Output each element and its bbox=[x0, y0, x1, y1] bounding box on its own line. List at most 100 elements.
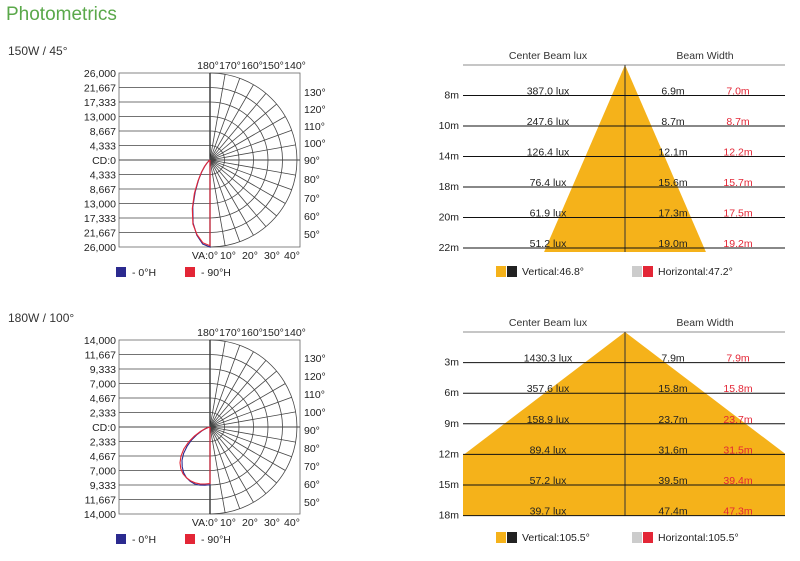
polar-radial-line bbox=[209, 411, 296, 428]
legend-swatch bbox=[116, 534, 126, 544]
angle-label-right: 80° bbox=[304, 174, 320, 186]
polar-radial-line bbox=[209, 74, 226, 161]
legend-vertical: Vertical:46.8° bbox=[522, 266, 584, 278]
angle-label-bottom: 20° bbox=[242, 250, 258, 262]
polar-radial-line bbox=[209, 93, 267, 161]
header-beam-width: Beam Width bbox=[676, 50, 733, 62]
angle-label-right: 80° bbox=[304, 443, 320, 455]
lux-value: 39.7 lux bbox=[530, 506, 568, 518]
vertical-width-value: 47.4m bbox=[658, 506, 687, 518]
polar-radial-line bbox=[209, 341, 226, 428]
polar-radial-line bbox=[209, 345, 241, 428]
polar-radial-line bbox=[209, 159, 226, 246]
legend-swatch-red bbox=[643, 266, 653, 277]
angle-label-bottom: VA:0° bbox=[192, 517, 218, 529]
horizontal-width-value: 19.2m bbox=[723, 238, 752, 250]
polar-radial-line bbox=[209, 159, 267, 227]
angle-label-bottom: 40° bbox=[284, 517, 300, 529]
vertical-width-value: 15.8m bbox=[658, 383, 687, 395]
lux-value: 357.6 lux bbox=[527, 383, 570, 395]
angle-label-right: 90° bbox=[304, 155, 320, 167]
polar-radial-line bbox=[209, 426, 241, 509]
angle-label-top: 160° bbox=[241, 60, 263, 72]
cd-tick-label: 2,333 bbox=[90, 408, 116, 420]
legend-swatch-dark bbox=[507, 532, 517, 543]
angle-label-bottom: 10° bbox=[220, 517, 236, 529]
polar-radial-line bbox=[209, 129, 292, 161]
angle-label-bottom: VA:0° bbox=[192, 250, 218, 262]
legend-swatch-dark bbox=[507, 266, 517, 277]
polar-radial-line bbox=[209, 360, 267, 428]
vertical-width-value: 6.9m bbox=[661, 86, 685, 98]
horizontal-width-value: 39.4m bbox=[723, 475, 752, 487]
curve-90h bbox=[191, 159, 211, 247]
polar-radial-line bbox=[209, 426, 292, 458]
polar-radial-line bbox=[209, 426, 267, 494]
angle-label-right: 110° bbox=[304, 389, 325, 401]
horizontal-width-value: 47.3m bbox=[723, 506, 752, 518]
cd-tick-label: 2,333 bbox=[90, 437, 116, 449]
legend-vertical: Vertical:105.5° bbox=[522, 532, 590, 544]
cd-tick-label: 9,333 bbox=[90, 480, 116, 492]
lux-value: 51.2 lux bbox=[530, 238, 568, 250]
lux-value: 1430.3 lux bbox=[524, 353, 573, 365]
angle-label-top: 170° bbox=[219, 327, 241, 339]
angle-label-top: 140° bbox=[284, 60, 306, 72]
cd-tick-label: 7,000 bbox=[90, 466, 116, 478]
vertical-width-value: 39.5m bbox=[658, 475, 687, 487]
horizontal-width-value: 23.7m bbox=[723, 414, 752, 426]
angle-label-right: 120° bbox=[304, 104, 326, 116]
distance-label: 3m bbox=[444, 357, 459, 369]
vertical-width-value: 15.6m bbox=[658, 177, 687, 189]
cd-tick-label: 21,667 bbox=[84, 83, 116, 95]
header-center-beam-lux: Center Beam lux bbox=[509, 50, 588, 62]
polar-radial-line bbox=[209, 396, 292, 428]
lux-value: 126.4 lux bbox=[527, 147, 570, 159]
vertical-width-value: 31.6m bbox=[658, 444, 687, 456]
polar-radial-line bbox=[209, 144, 296, 161]
distance-label: 14m bbox=[439, 151, 460, 163]
horizontal-width-value: 12.2m bbox=[723, 147, 752, 159]
horizontal-width-value: 7.0m bbox=[726, 86, 750, 98]
polar-radial-line bbox=[209, 84, 254, 161]
cd-tick-label: CD:0 bbox=[92, 155, 116, 167]
angle-label-right: 130° bbox=[304, 87, 326, 99]
legend-swatch-beam bbox=[496, 532, 506, 543]
legend-label: - 0°H bbox=[132, 534, 156, 546]
angle-label-right: 130° bbox=[304, 353, 326, 365]
cd-tick-label: 8,667 bbox=[90, 184, 116, 196]
angle-label-bottom: 30° bbox=[264, 517, 280, 529]
angle-label-bottom: 10° bbox=[220, 250, 236, 262]
angle-label-right: 60° bbox=[304, 211, 320, 223]
lux-value: 387.0 lux bbox=[527, 86, 570, 98]
angle-label-right: 60° bbox=[304, 479, 320, 491]
cd-tick-label: 11,667 bbox=[85, 495, 116, 507]
distance-label: 8m bbox=[444, 90, 459, 102]
horizontal-width-value: 7.9m bbox=[726, 353, 750, 365]
legend-label: - 90°H bbox=[201, 267, 231, 279]
fixture-label-2: 180W / 100° bbox=[8, 311, 75, 325]
cd-tick-label: 7,000 bbox=[90, 379, 116, 391]
lux-value: 158.9 lux bbox=[527, 414, 570, 426]
vertical-width-value: 12.1m bbox=[658, 147, 687, 159]
lux-value: 247.6 lux bbox=[527, 116, 570, 128]
header-center-beam-lux: Center Beam lux bbox=[509, 317, 588, 329]
polar-radial-line bbox=[209, 383, 286, 428]
distance-label: 18m bbox=[439, 510, 460, 522]
lux-value: 76.4 lux bbox=[530, 177, 568, 189]
cd-tick-label: 14,000 bbox=[84, 509, 116, 521]
legend-swatch bbox=[116, 267, 126, 277]
legend-swatch bbox=[185, 534, 195, 544]
cd-tick-label: 13,000 bbox=[84, 199, 116, 211]
cd-tick-label: 26,000 bbox=[84, 68, 116, 80]
angle-label-right: 120° bbox=[304, 371, 326, 383]
vertical-width-value: 7.9m bbox=[661, 353, 685, 365]
header-beam-width: Beam Width bbox=[676, 317, 733, 329]
lux-value: 89.4 lux bbox=[530, 444, 568, 456]
horizontal-width-value: 8.7m bbox=[726, 116, 750, 128]
angle-label-bottom: 20° bbox=[242, 517, 258, 529]
cd-tick-label: 14,000 bbox=[84, 335, 116, 347]
cd-tick-label: 8,667 bbox=[90, 126, 116, 138]
cd-tick-label: 4,333 bbox=[90, 170, 116, 182]
